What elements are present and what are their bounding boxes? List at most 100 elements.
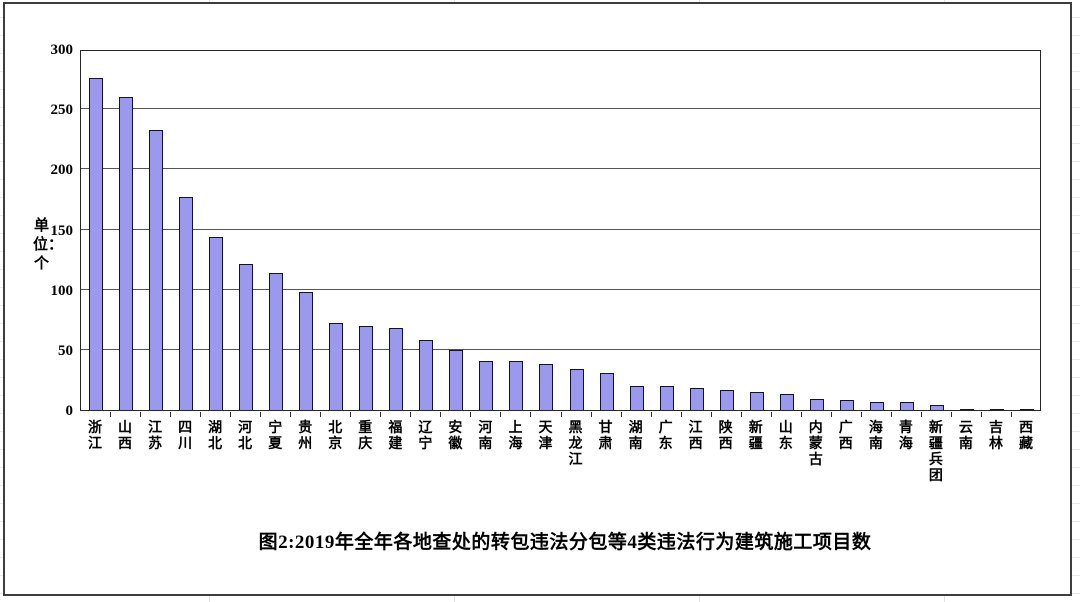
bar-辽宁 xyxy=(419,340,434,410)
x-axis-tick xyxy=(530,412,532,417)
x-label-海南: 海南 xyxy=(868,421,883,452)
x-label-山西: 山西 xyxy=(118,421,133,452)
x-axis-tick xyxy=(470,412,472,417)
x-label-浙江: 浙江 xyxy=(88,421,103,452)
x-label-内蒙古: 内蒙古 xyxy=(808,421,823,468)
x-axis-tick xyxy=(890,412,892,417)
bar-青海 xyxy=(899,401,914,410)
bar-河南 xyxy=(479,360,494,410)
y-tick-label-300: 300 xyxy=(50,42,74,58)
x-axis-tick xyxy=(170,412,172,417)
x-axis-tick xyxy=(710,412,712,417)
x-label-西藏: 西藏 xyxy=(1018,421,1033,452)
x-label-四川: 四川 xyxy=(178,421,193,452)
x-axis-tick xyxy=(590,412,592,417)
x-axis-tick xyxy=(650,412,652,417)
x-label-广东: 广东 xyxy=(658,421,673,452)
bar-河北 xyxy=(239,264,254,410)
x-axis-tick xyxy=(980,412,982,417)
bar-湖北 xyxy=(209,236,224,410)
chart-title: 图2:2019年全年各地查处的转包违法分包等4类违法行为建筑施工项目数 xyxy=(258,532,872,553)
x-label-云南: 云南 xyxy=(958,421,973,452)
x-axis-tick xyxy=(920,412,922,417)
x-axis-tick xyxy=(140,412,142,417)
bar-天津 xyxy=(539,364,554,410)
x-label-河北: 河北 xyxy=(238,421,253,452)
bar-福建 xyxy=(389,328,404,410)
bar-江西 xyxy=(689,388,704,410)
y-tick-label-200: 200 xyxy=(50,162,74,179)
bar-黑龙江 xyxy=(569,369,584,410)
x-label-吉林: 吉林 xyxy=(988,421,1003,452)
x-axis-tick xyxy=(800,412,802,417)
y-tick-label-250: 250 xyxy=(50,102,74,119)
gridline-250 xyxy=(81,108,1040,110)
bar-湖南 xyxy=(629,385,644,410)
y-tick-label-150: 150 xyxy=(50,222,74,239)
bar-北京 xyxy=(329,323,344,410)
gridline-100 xyxy=(81,288,1040,290)
x-label-陕西: 陕西 xyxy=(718,421,733,452)
bar-云南 xyxy=(959,408,974,410)
x-label-宁夏: 宁夏 xyxy=(268,421,283,452)
x-label-黑龙江: 黑龙江 xyxy=(568,421,583,468)
x-label-湖北: 湖北 xyxy=(208,421,223,452)
bar-海南 xyxy=(869,401,884,410)
x-axis-tick xyxy=(380,412,382,417)
x-axis-tick xyxy=(680,412,682,417)
x-axis-tick xyxy=(230,412,232,417)
x-label-广西: 广西 xyxy=(838,421,853,452)
x-label-青海: 青海 xyxy=(898,421,913,452)
x-label-江西: 江西 xyxy=(688,421,703,452)
x-axis-tick xyxy=(740,412,742,417)
bar-安徽 xyxy=(449,349,464,410)
bar-江苏 xyxy=(149,129,164,410)
x-label-福建: 福建 xyxy=(388,421,403,452)
x-label-甘肃: 甘肃 xyxy=(598,421,613,452)
x-label-河南: 河南 xyxy=(478,421,493,452)
x-axis-tick xyxy=(350,412,352,417)
bar-广西 xyxy=(839,400,854,410)
x-axis-tick xyxy=(770,412,772,417)
bar-四川 xyxy=(179,197,194,410)
y-tick-label-50: 50 xyxy=(58,342,73,359)
bar-宁夏 xyxy=(269,272,284,410)
y-tick-label-0: 0 xyxy=(65,403,74,419)
x-label-新疆兵团: 新疆兵团 xyxy=(928,421,943,484)
x-axis-tick xyxy=(560,412,562,417)
x-axis-tick xyxy=(860,412,862,417)
x-label-天津: 天津 xyxy=(538,421,553,452)
bar-吉林 xyxy=(989,408,1004,410)
x-label-湖南: 湖南 xyxy=(628,421,643,452)
bar-新疆兵团 xyxy=(929,405,944,410)
bar-内蒙古 xyxy=(809,399,824,410)
x-axis-tick xyxy=(500,412,502,417)
x-label-新疆: 新疆 xyxy=(748,421,763,452)
x-axis-tick xyxy=(830,412,832,417)
x-label-贵州: 贵州 xyxy=(298,421,313,452)
bar-山西 xyxy=(119,97,134,410)
x-label-重庆: 重庆 xyxy=(358,421,373,452)
x-axis-tick xyxy=(410,412,412,417)
x-label-上海: 上海 xyxy=(508,421,523,452)
y-tick-label-100: 100 xyxy=(50,282,74,299)
bar-西藏 xyxy=(1019,408,1034,410)
x-axis-tick xyxy=(200,412,202,417)
bar-浙江 xyxy=(89,77,104,410)
x-axis-tick xyxy=(260,412,262,417)
x-axis-tick xyxy=(440,412,442,417)
x-axis-tick xyxy=(950,412,952,417)
x-label-北京: 北京 xyxy=(328,421,343,452)
x-axis-tick xyxy=(620,412,622,417)
y-axis-title: 单位：个 xyxy=(33,218,64,272)
x-axis-tick xyxy=(1010,412,1012,417)
x-axis-tick xyxy=(290,412,292,417)
bar-上海 xyxy=(509,360,524,410)
bar-贵州 xyxy=(299,292,314,410)
bar-甘肃 xyxy=(599,372,614,410)
bar-山东 xyxy=(779,394,794,410)
x-axis-tick xyxy=(110,412,112,417)
bar-新疆 xyxy=(749,391,764,410)
x-label-山东: 山东 xyxy=(778,421,793,452)
